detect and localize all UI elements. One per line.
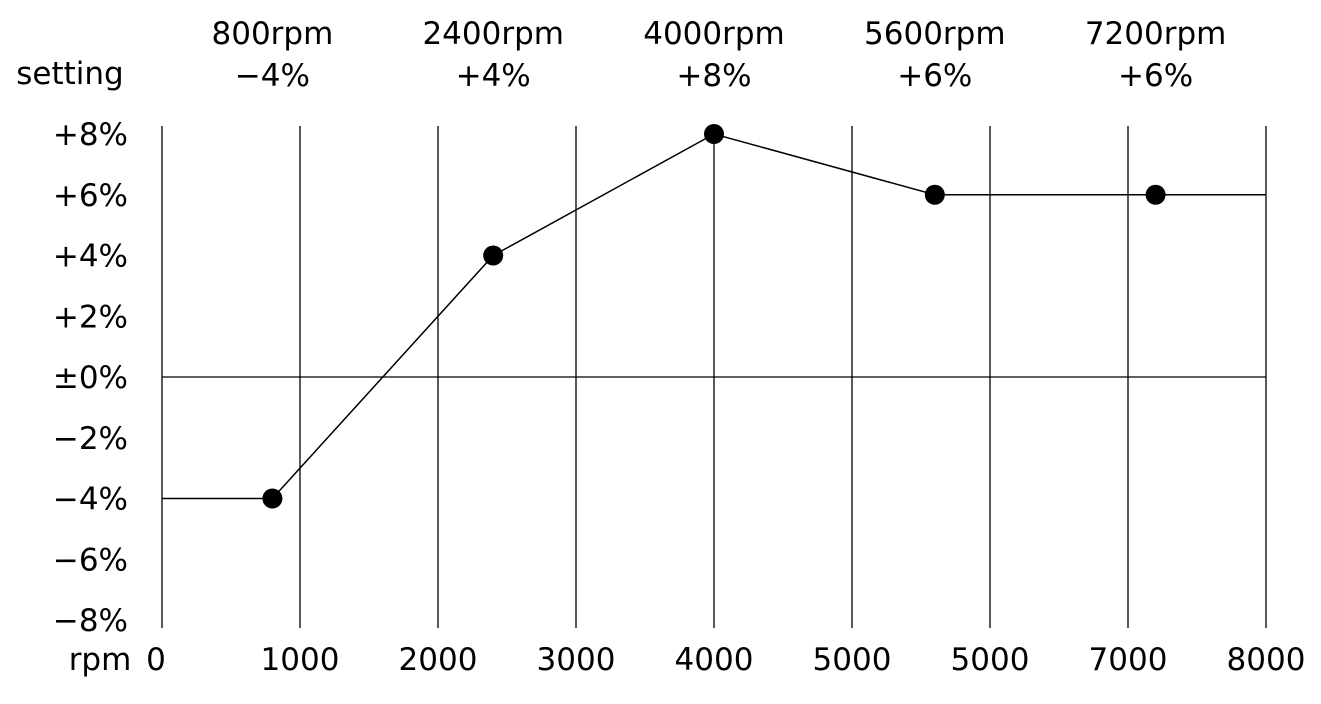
x-tick-label: 4000 [675,642,754,678]
x-axis-label: rpm [69,642,132,678]
point-rpm-label: 800rpm [212,16,334,52]
point-value-label: −4% [235,58,310,94]
y-tick-label: +2% [53,299,128,335]
data-point [924,184,945,205]
data-point [262,488,283,509]
y-tick-label: +6% [53,178,128,214]
point-value-label: +6% [1118,58,1193,94]
label-group: +8% +6% +4% +2% ±0% −2% −4% −6% −8%rpm 0 1000 2000 3… [53,16,1306,678]
y-tick-label: −6% [53,542,128,578]
point-value-label: +8% [676,58,751,94]
y-tick-label: +8% [53,117,128,153]
data-point [704,124,724,144]
series-group [162,124,1266,509]
point-rpm-label: 5600rpm [864,16,1006,52]
point-value-label: +4% [456,58,531,94]
x-tick-label: 3000 [537,642,616,678]
x-tick-label: 2000 [399,642,478,678]
y-tick-label: +4% [53,239,128,275]
point-rpm-label: 4000rpm [643,16,785,52]
x-tick-label: 7000 [1089,642,1168,678]
x-tick-label: 0 [146,642,166,678]
x-tick-label: 5000 [813,642,892,678]
data-point [483,245,504,266]
y-tick-label: −4% [53,482,128,518]
x-tick-label: 1000 [261,642,340,678]
point-value-label: +6% [897,58,972,94]
y-tick-label: ±0% [53,360,128,396]
data-point [1145,184,1166,205]
y-axis-label: setting [16,56,123,92]
y-tick-label: −2% [53,421,128,457]
y-tick-label: −8% [53,603,128,639]
point-rpm-label: 7200rpm [1085,16,1227,52]
point-rpm-label: 2400rpm [422,16,564,52]
x-tick-label: 8000 [1227,642,1306,678]
x-tick-label: 5000 [951,642,1030,678]
